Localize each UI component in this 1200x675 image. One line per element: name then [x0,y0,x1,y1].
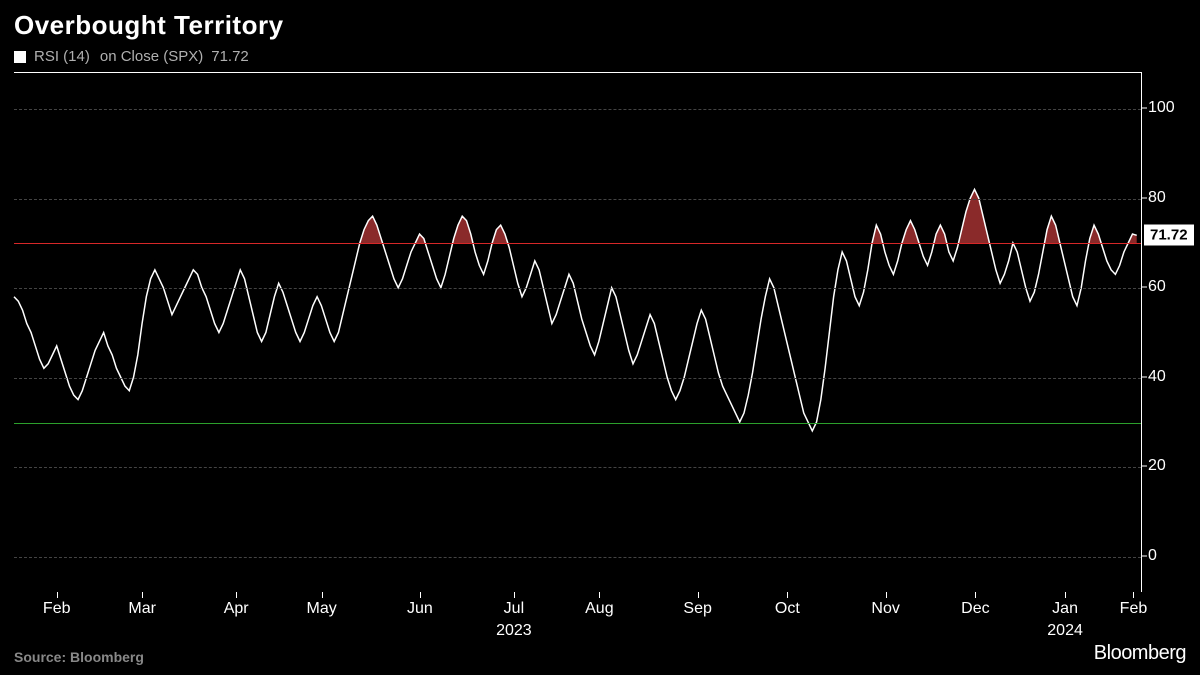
y-tick-label: 60 [1148,278,1166,296]
y-tick-label: 20 [1148,457,1166,475]
chart-title: Overbought Territory [14,10,284,41]
y-tick-label: 100 [1148,99,1175,117]
x-tick-label: Mar [128,600,156,618]
gridline [14,288,1141,289]
x-year-label: 2023 [496,622,532,640]
x-tick-label: Jan [1052,600,1078,618]
y-tick-label: 40 [1148,368,1166,386]
y-axis: 0 20 40 60 80 100 [1142,72,1192,592]
x-tick-label: Sep [683,600,711,618]
x-tick-label: Dec [961,600,989,618]
x-tick-label: Jun [407,600,433,618]
gridline [14,378,1141,379]
chart-legend: RSI (14) on Close (SPX) 71.72 [14,48,249,65]
gridline [14,467,1141,468]
legend-series-value: 71.72 [211,48,249,65]
x-tick-label: Aug [585,600,613,618]
chart-plot-area [14,72,1142,592]
x-tick-label: Feb [1120,600,1148,618]
x-tick-label: Jul [504,600,524,618]
gridline [14,199,1141,200]
legend-series-detail: on Close (SPX) [100,48,203,65]
legend-series-name: RSI (14) [34,48,90,65]
legend-marker-icon [14,51,26,63]
x-year-label: 2024 [1047,622,1083,640]
overbought-fill [959,189,990,243]
source-attribution: Source: Bloomberg [14,649,144,665]
x-tick-label: Apr [224,600,249,618]
gridline [14,557,1141,558]
x-tick-label: Oct [775,600,800,618]
overbought-fill [360,216,383,243]
x-tick-label: Nov [871,600,899,618]
current-value-callout: 71.72 [1144,224,1194,245]
gridline [14,109,1141,110]
x-tick-label: May [307,600,337,618]
chart-svg [14,73,1141,592]
oversold-threshold-line [14,423,1141,424]
bloomberg-logo: Bloomberg [1094,642,1186,665]
overbought-fill [902,221,919,243]
y-tick-label: 0 [1148,547,1157,565]
x-tick-label: Feb [43,600,71,618]
x-axis: FebMarAprMayJunJulAugSepOctNovDecJanFeb2… [14,592,1142,642]
overbought-threshold-line [14,243,1141,244]
y-tick-label: 80 [1148,189,1166,207]
